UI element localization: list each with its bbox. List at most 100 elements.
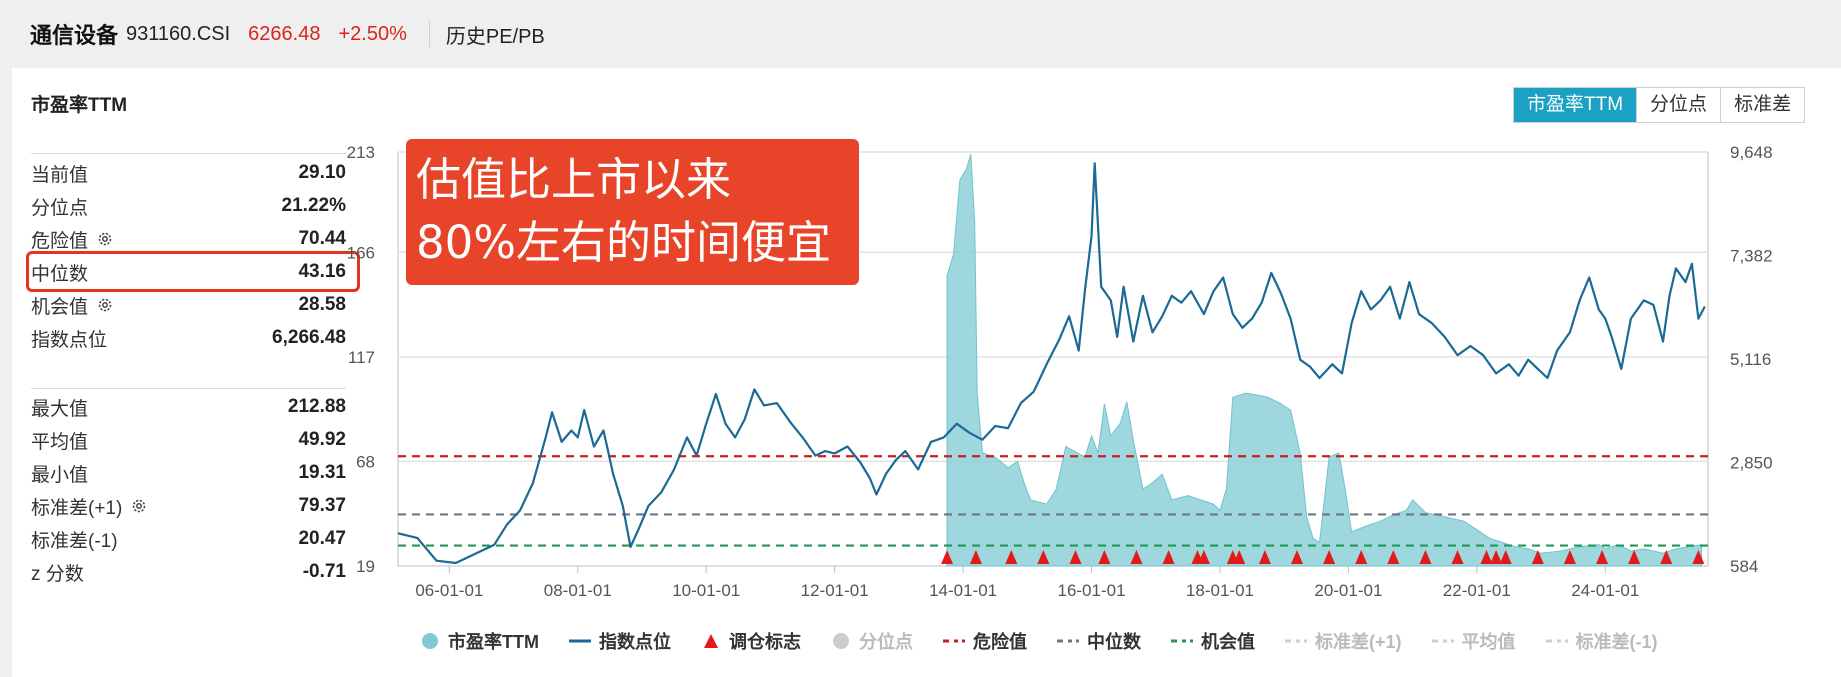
stat-value: 49.92 xyxy=(298,429,346,450)
stat-value: 20.47 xyxy=(298,528,346,549)
rebalance-marker xyxy=(1323,550,1336,564)
gear-icon[interactable] xyxy=(96,296,114,314)
stat-label-wrap: 机会值 xyxy=(31,292,114,319)
stat-label: 当前值 xyxy=(31,164,89,186)
x-tick-label: 16-01-01 xyxy=(1057,581,1125,600)
legend-item[interactable]: 指数点位 xyxy=(568,628,671,654)
history-pe-pb-link[interactable]: 历史PE/PB xyxy=(445,25,545,48)
percentile-highlight-box xyxy=(26,251,360,292)
index-change: +2.50% xyxy=(338,22,407,45)
rebalance-marker xyxy=(1628,550,1641,564)
legend-marker-icon xyxy=(942,631,965,651)
tab-std-dev[interactable]: 标准差 xyxy=(1720,88,1805,122)
legend-item[interactable]: 平均值 xyxy=(1431,628,1516,654)
index-name: 通信设备 xyxy=(30,23,119,48)
rebalance-marker xyxy=(1130,550,1143,564)
panel-title: 市盈率TTM xyxy=(31,95,128,116)
header-bar: 通信设备 931160.CSI 6266.48 +2.50% 历史PE/PB xyxy=(0,0,1841,68)
legend-item[interactable]: 中位数 xyxy=(1056,628,1141,654)
legend-item[interactable]: 标准差(+1) xyxy=(1284,628,1402,654)
rebalance-marker xyxy=(1451,550,1464,564)
legend-item[interactable]: 市盈率TTM xyxy=(420,628,539,654)
stat-value: 79.37 xyxy=(298,495,346,516)
y-left-tick-label: 166 xyxy=(347,243,375,262)
rebalance-marker xyxy=(1098,550,1111,564)
legend-item[interactable]: 标准差(-1) xyxy=(1545,628,1658,654)
legend-marker-icon xyxy=(1170,631,1193,651)
stat-value: 19.31 xyxy=(298,462,346,483)
index-price: 6266.48 xyxy=(248,22,321,45)
chart-legend: 市盈率TTM 指数点位 调仓标志 分位点 危险值 中位数 机会值 标准差(+1) 平均值 标准差(… xyxy=(420,629,1688,653)
stat-row-max: 最大值 212.88 xyxy=(31,391,346,423)
y-right-tick-label: 7,382 xyxy=(1730,247,1773,266)
stat-value: 70.44 xyxy=(298,228,346,249)
y-left-tick-label: 68 xyxy=(356,452,375,471)
gear-icon[interactable] xyxy=(130,497,148,515)
y-left-tick-label: 19 xyxy=(356,557,375,576)
legend-label: 标准差(-1) xyxy=(1575,632,1658,652)
rebalance-marker xyxy=(1692,550,1705,564)
stat-label: 最大值 xyxy=(31,398,89,420)
stat-row-min: 最小值 19.31 xyxy=(31,457,346,489)
stat-label: 分位点 xyxy=(31,197,89,219)
legend-marker-icon xyxy=(1284,631,1307,651)
legend-marker-icon xyxy=(831,631,851,651)
rebalance-marker xyxy=(969,550,982,564)
legend-item[interactable]: 危险值 xyxy=(942,628,1027,654)
legend-marker-icon xyxy=(1056,631,1079,651)
y-left-tick-label: 117 xyxy=(348,348,375,367)
stat-row-std-plus: 标准差(+1) 79.37 xyxy=(31,490,346,522)
rebalance-marker xyxy=(1480,550,1493,564)
stat-value: 28.58 xyxy=(298,294,346,315)
x-tick-label: 10-01-01 xyxy=(672,581,740,600)
gear-icon[interactable] xyxy=(96,230,114,248)
x-tick-label: 14-01-01 xyxy=(929,581,997,600)
stat-label: 标准差(-1) xyxy=(31,530,118,552)
x-tick-label: 24-01-01 xyxy=(1571,581,1639,600)
legend-marker-icon xyxy=(568,631,591,651)
stat-value: 212.88 xyxy=(287,396,346,417)
legend-item[interactable]: 机会值 xyxy=(1170,628,1255,654)
stat-label: 标准差(+1) xyxy=(31,497,123,519)
x-tick-label: 22-01-01 xyxy=(1443,581,1511,600)
tab-percentile[interactable]: 分位点 xyxy=(1636,88,1721,122)
stat-row-std-minus: 标准差(-1) 20.47 xyxy=(31,523,346,555)
stat-value: 6,266.48 xyxy=(272,327,346,348)
legend-label: 指数点位 xyxy=(598,632,671,652)
metric-tabs: 市盈率TTM 分位点 标准差 xyxy=(1513,87,1806,123)
rebalance-marker xyxy=(1660,550,1673,564)
legend-item[interactable]: 分位点 xyxy=(831,628,913,654)
rebalance-marker xyxy=(1387,550,1400,564)
header-divider xyxy=(428,21,430,47)
index-code: 931160.CSI xyxy=(126,22,231,45)
stat-label: 平均值 xyxy=(31,431,89,453)
legend-label: 危险值 xyxy=(972,632,1027,652)
rebalance-marker xyxy=(1291,550,1304,564)
y-right-tick-label: 9,648 xyxy=(1730,143,1773,162)
rebalance-marker xyxy=(1197,550,1210,564)
rebalance-marker xyxy=(1037,550,1050,564)
stat-row-index-level: 指数点位 6,266.48 xyxy=(31,322,346,354)
x-tick-label: 08-01-01 xyxy=(544,581,612,600)
stats-divider-top xyxy=(31,153,346,154)
rebalance-marker xyxy=(1069,550,1082,564)
stat-label: 指数点位 xyxy=(31,329,108,351)
stat-row-opportunity: 机会值 28.58 xyxy=(31,289,346,321)
stat-label: 最小值 xyxy=(31,464,89,486)
valuation-card: 市盈率TTM 市盈率TTM 分位点 标准差 当前值 29.10 分位点 21.2… xyxy=(12,68,1841,677)
y-right-tick-label: 584 xyxy=(1730,557,1758,576)
legend-marker-icon xyxy=(1545,631,1568,651)
legend-item[interactable]: 调仓标志 xyxy=(701,628,801,654)
rebalance-marker xyxy=(1355,550,1368,564)
rebalance-marker xyxy=(1531,550,1544,564)
index-level-line xyxy=(397,162,1706,565)
legend-label: 调仓标志 xyxy=(728,632,801,652)
rebalance-marker xyxy=(1419,550,1432,564)
legend-label: 平均值 xyxy=(1461,632,1516,652)
legend-label: 市盈率TTM xyxy=(448,632,539,652)
rebalance-marker xyxy=(1596,550,1609,564)
legend-marker-icon xyxy=(1431,631,1454,651)
tab-pe-ttm[interactable]: 市盈率TTM xyxy=(1514,88,1637,122)
stat-label-wrap: 危险值 xyxy=(31,226,114,253)
